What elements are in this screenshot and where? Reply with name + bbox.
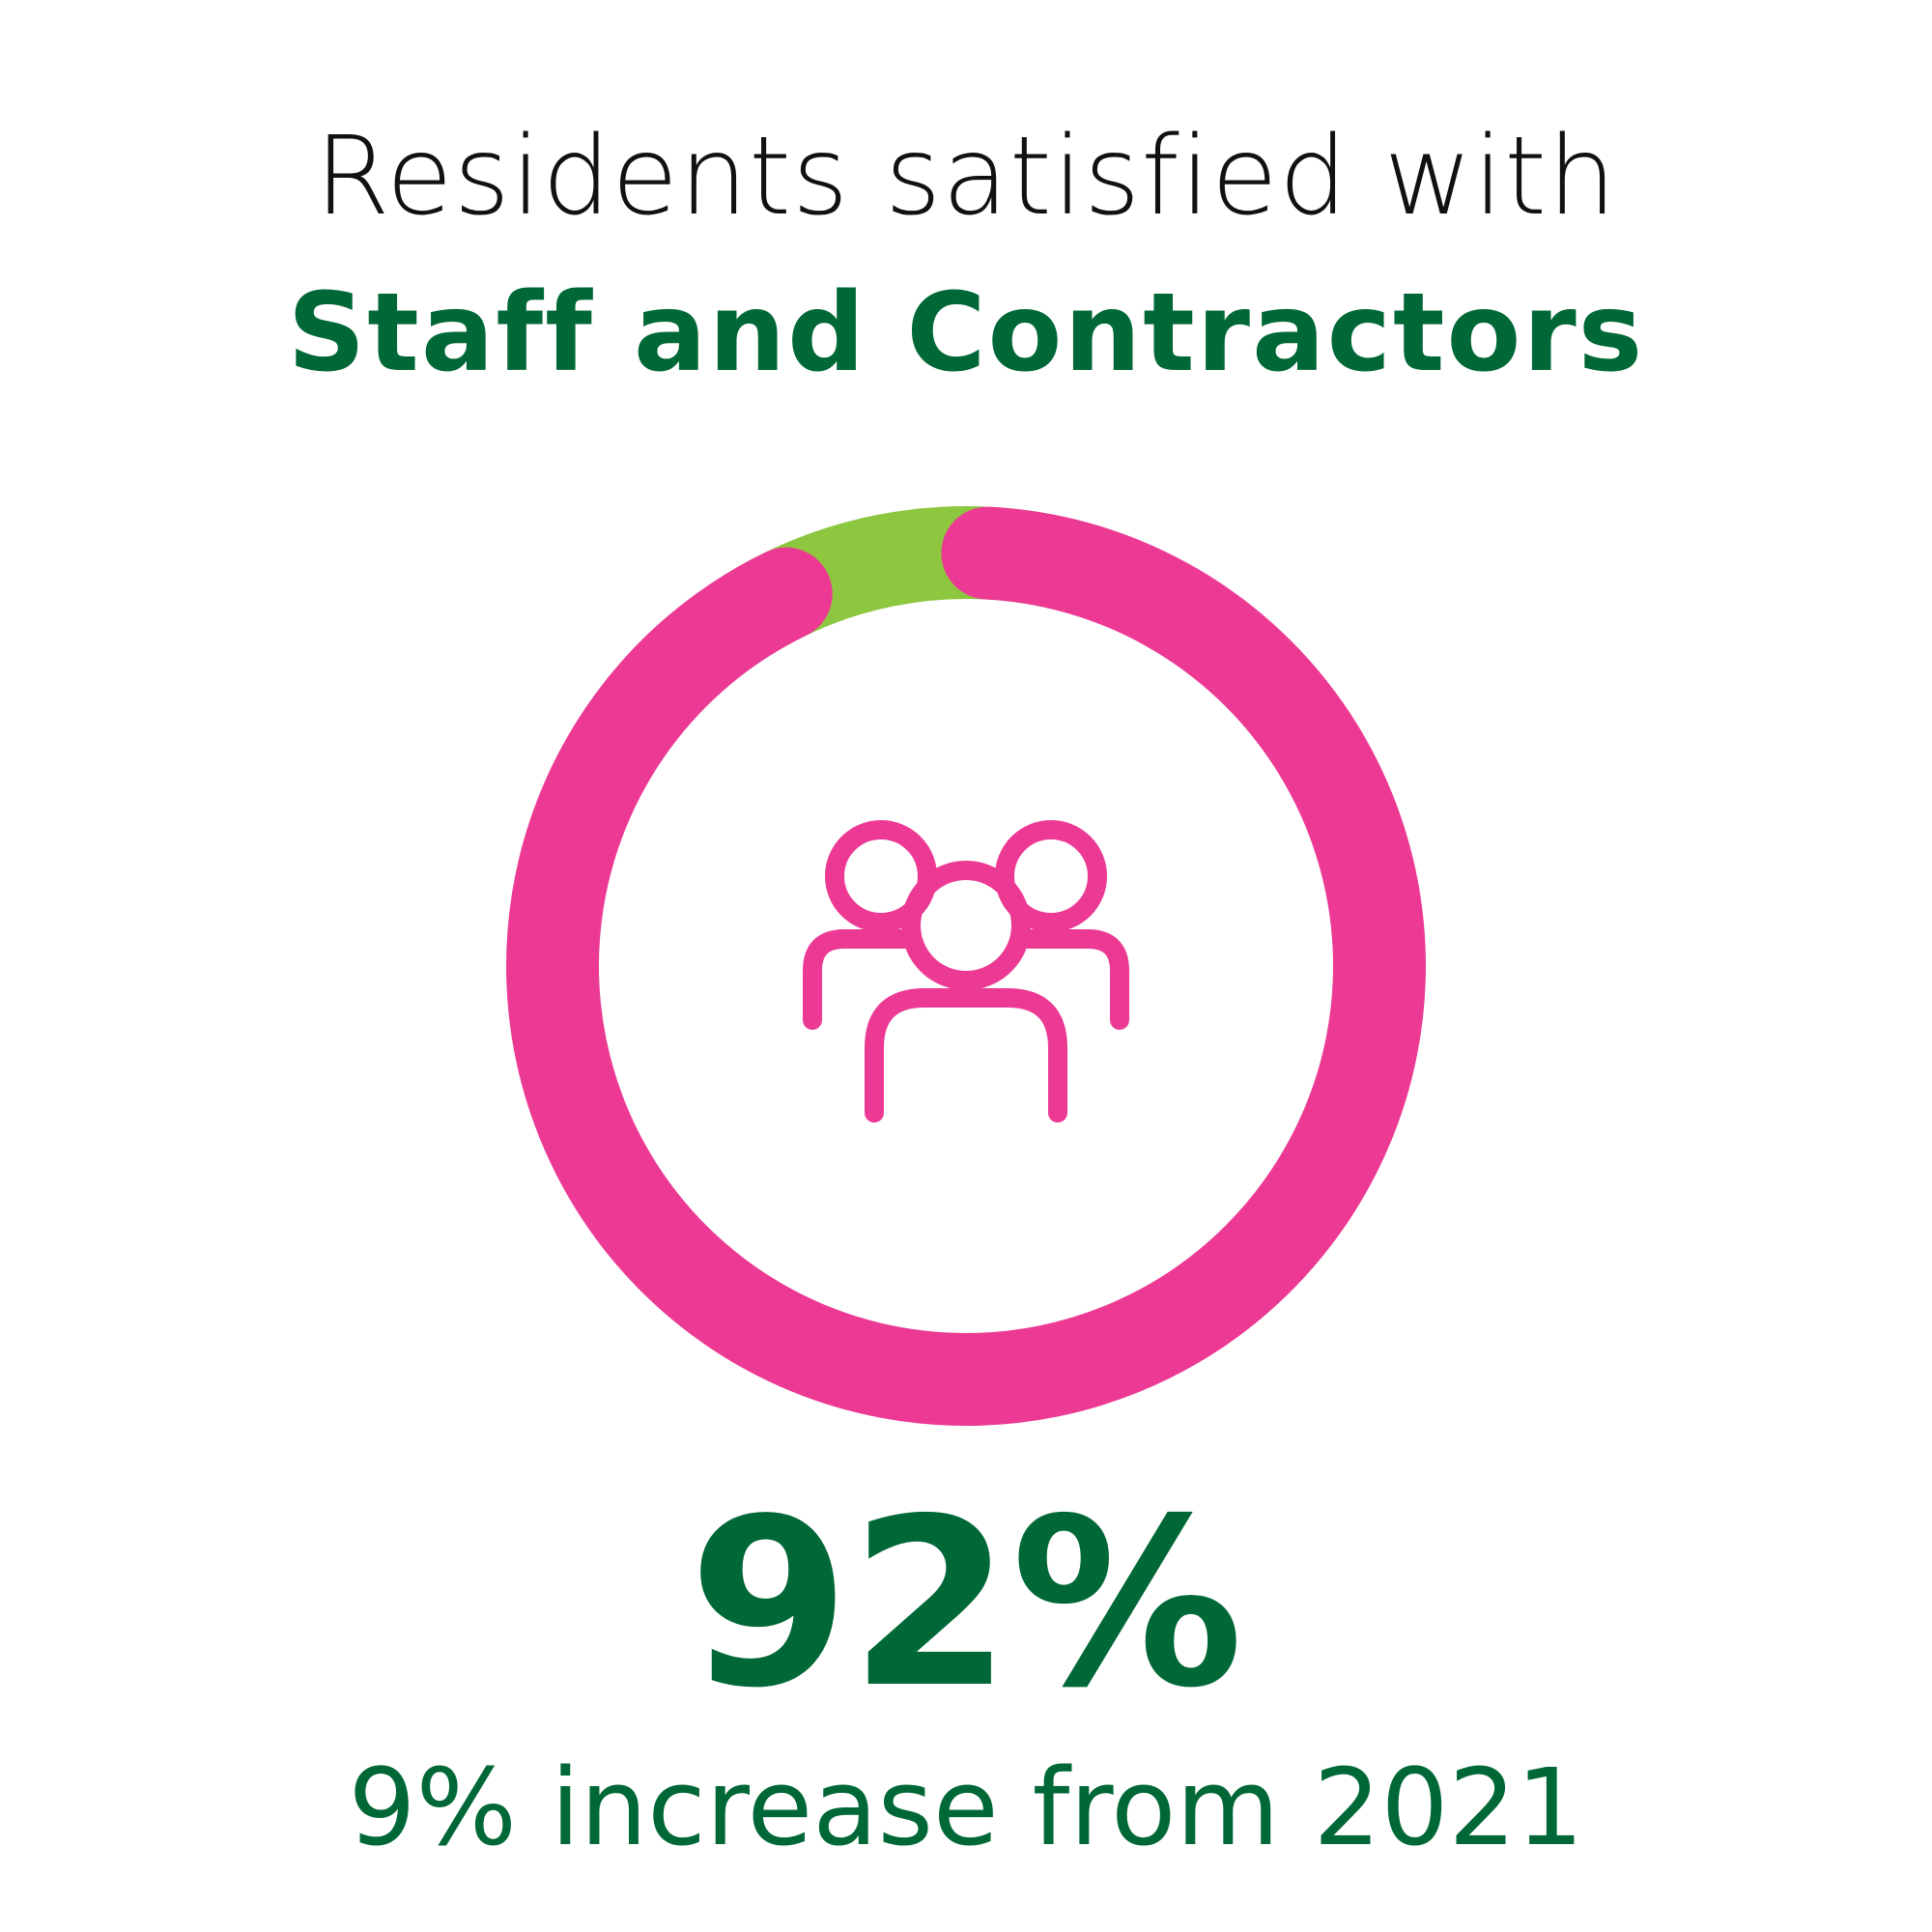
donut-slice-satisfied xyxy=(506,506,1426,1426)
title-line2: Staff and Contractors xyxy=(287,270,1645,396)
people-group-icon xyxy=(803,820,1129,1122)
title-line1: Residents satisfied with xyxy=(314,114,1618,240)
donut-slices xyxy=(506,506,1426,1426)
big-value: 92% xyxy=(688,1468,1244,1739)
change-label: 9% increase from 2021 xyxy=(348,1746,1584,1869)
